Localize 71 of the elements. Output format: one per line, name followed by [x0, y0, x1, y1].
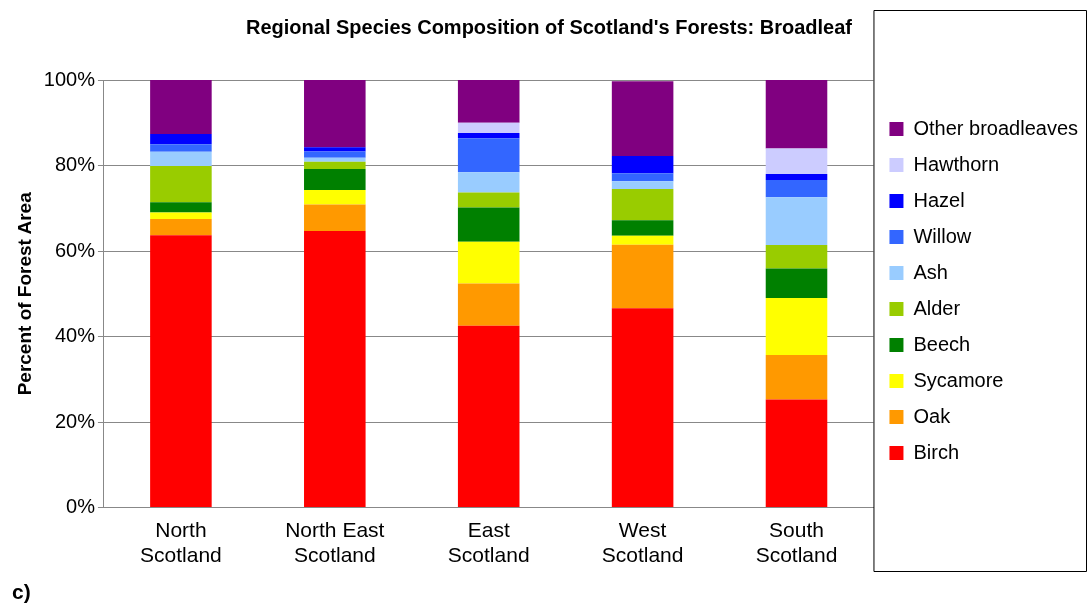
legend-label: Alder: [913, 296, 961, 319]
y-tick-label: 100%: [43, 67, 96, 90]
bar: [304, 80, 366, 148]
y-tick-label: 40%: [54, 324, 96, 347]
bar: [765, 180, 828, 198]
bar: [765, 174, 828, 181]
x-tick-label: North East Scotland: [285, 518, 385, 567]
bar: [765, 80, 828, 149]
legend-label: Other broadleaves: [913, 116, 1079, 139]
y-tick-label: 0%: [66, 495, 96, 518]
bar: [457, 133, 520, 139]
y-axis-title: Percent of Forest Area: [13, 191, 35, 396]
bar: [150, 80, 212, 134]
y-tick-label: 60%: [54, 238, 96, 261]
bar: [457, 122, 520, 134]
bar: [150, 212, 212, 219]
bar: [304, 147, 366, 152]
bar: [304, 189, 366, 205]
legend-label: Ash: [913, 260, 948, 283]
bar: [150, 218, 212, 236]
bar: [304, 151, 366, 158]
bar: [150, 144, 212, 152]
bar: [304, 204, 366, 231]
chart-title: Regional Species Composition of Scotland's Forests: Broadleaf: [246, 15, 853, 38]
bar: [457, 192, 520, 208]
bar: [304, 161, 366, 169]
bar: [765, 245, 828, 269]
bar: [765, 268, 828, 299]
bar: [150, 151, 212, 166]
bar: [611, 173, 674, 182]
bar: [611, 156, 674, 174]
bar: [611, 308, 674, 508]
bar: [150, 235, 212, 508]
bar: [457, 207, 520, 242]
x-tick-label: West Scotland: [601, 518, 684, 567]
bar: [765, 354, 828, 400]
bar: [150, 202, 212, 213]
bar: [457, 172, 520, 193]
bar: [457, 80, 520, 123]
bar: [304, 230, 366, 508]
bar: [457, 138, 520, 173]
bar: [611, 244, 674, 309]
legend-label: Hazel: [913, 188, 965, 211]
bar: [765, 298, 828, 355]
x-tick-label: South Scotland: [755, 518, 838, 567]
bar: [457, 241, 520, 284]
y-tick-label: 20%: [54, 409, 96, 432]
bar: [611, 189, 674, 221]
bar: [611, 181, 674, 190]
bar: [304, 168, 366, 190]
legend-label: Hawthorn: [913, 152, 1000, 175]
legend-label: Birch: [913, 440, 960, 463]
bar: [457, 283, 520, 326]
bar: [304, 157, 366, 162]
x-tick-label: East Scotland: [447, 518, 530, 567]
bar: [765, 399, 828, 508]
legend-label: Sycamore: [913, 368, 1004, 391]
legend-label: Willow: [913, 224, 972, 247]
legend-label: Beech: [913, 332, 971, 355]
bar: [765, 148, 828, 175]
bar: [611, 81, 674, 157]
bar: [611, 235, 674, 245]
x-tick-label: North Scotland: [140, 518, 222, 567]
bar: [765, 197, 828, 246]
bar: [611, 220, 674, 236]
y-tick-label: 80%: [54, 153, 96, 176]
bar: [150, 165, 212, 203]
text: c): [12, 580, 31, 604]
bar: [150, 133, 212, 145]
bar: [457, 325, 520, 508]
legend-label: Oak: [913, 404, 952, 427]
